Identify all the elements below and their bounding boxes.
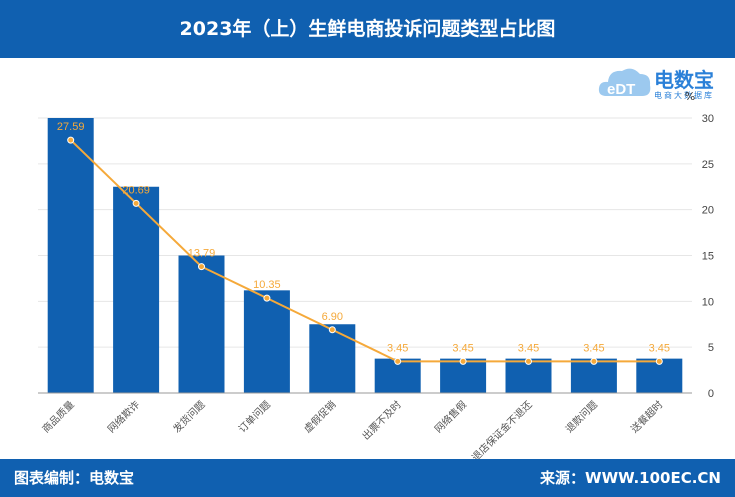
data-label: 6.90 <box>322 311 343 323</box>
data-label: 27.59 <box>57 121 85 133</box>
y-tick-label: 10 <box>702 296 714 308</box>
y-unit-label: % <box>685 90 695 103</box>
logo: eDT 电数宝 电商大数据库 <box>596 60 731 108</box>
footer-bar: 图表编制：电数宝 来源：WWW.100EC.CN <box>0 459 735 497</box>
y-tick-label: 15 <box>702 251 714 263</box>
x-tick-label: 送餐超时 <box>628 398 665 435</box>
footer-source: 来源：WWW.100EC.CN <box>540 469 721 487</box>
y-tick-label: 30 <box>702 113 714 125</box>
y-tick-label: 5 <box>708 342 714 354</box>
line-point <box>394 357 402 365</box>
line-layer <box>67 136 663 365</box>
line-point <box>328 326 336 334</box>
bar <box>47 118 94 393</box>
line-point <box>655 357 663 365</box>
bar <box>113 186 160 393</box>
bar <box>309 324 356 393</box>
data-label: 3.45 <box>583 342 604 354</box>
header-bar <box>0 0 735 58</box>
bar <box>178 255 225 393</box>
x-tick-label: 网络欺诈 <box>105 398 142 435</box>
cloud-logo-icon: eDT <box>598 68 651 98</box>
line-point <box>198 263 205 271</box>
footer-credit: 图表编制：电数宝 <box>14 469 135 487</box>
data-label: 3.45 <box>518 342 539 354</box>
logo-word: 电数宝 <box>654 68 714 92</box>
line-point <box>67 136 75 144</box>
line-point <box>263 294 271 302</box>
data-label: 3.45 <box>452 342 473 354</box>
x-tick-label: 出票不及时 <box>359 398 404 443</box>
data-label: 20.69 <box>122 184 150 196</box>
line-point <box>132 199 140 207</box>
y-tick-label: 25 <box>702 159 714 171</box>
bar-line-chart: % 27.59 20.69 13.79 10.35 6.90 3.45 3.45 3.45 3.… <box>38 90 714 459</box>
y-tick-label: 0 <box>708 388 714 400</box>
data-label: 3.45 <box>649 342 670 354</box>
logo-mark: eDT <box>607 81 635 98</box>
line-point <box>459 357 467 365</box>
bar <box>243 290 290 393</box>
x-tick-label: 网络售假 <box>432 398 469 435</box>
data-label: 10.35 <box>253 279 281 291</box>
series-line <box>70 139 660 363</box>
x-tick-label: 订单问题 <box>236 398 273 435</box>
x-tick-label: 发货问题 <box>170 398 207 435</box>
line-point <box>525 357 532 365</box>
x-tick-label: 退店保证金不退还 <box>469 398 535 459</box>
x-tick-label: 退款问题 <box>563 398 600 435</box>
chart-title: 2023年（上）生鲜电商投诉问题类型占比图 <box>179 18 556 40</box>
y-tick-label: 20 <box>702 205 714 217</box>
label-layer: 27.59 20.69 13.79 10.35 6.90 3.45 3.45 3.45 3.45… <box>57 121 670 354</box>
bar-layer <box>47 118 683 393</box>
x-tick-label: 商品质量 <box>39 398 76 435</box>
data-label: 3.45 <box>387 342 408 354</box>
x-tick-label: 虚假促销 <box>301 398 338 435</box>
logo-subtitle: 电商大数据库 <box>654 91 714 100</box>
data-label: 13.79 <box>188 248 216 260</box>
line-point <box>590 357 598 365</box>
